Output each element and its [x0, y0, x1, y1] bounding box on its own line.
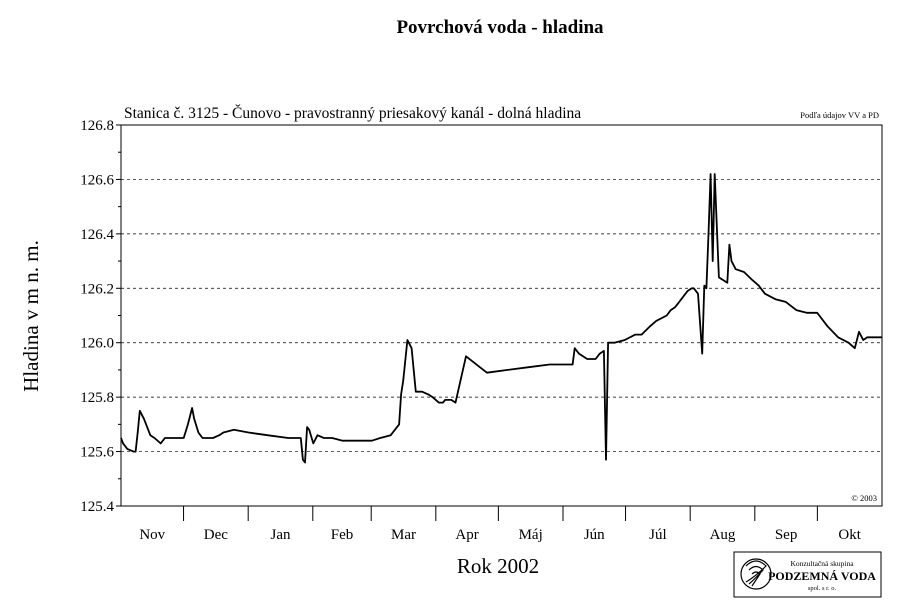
- logo-line-3: spol. s r. o.: [808, 585, 837, 592]
- x-axis-ticks: [183, 506, 818, 521]
- grid-lines: [121, 179, 882, 452]
- y-tick-label: 126.8: [80, 118, 114, 134]
- source-note: Podľa údajov VV a PD: [800, 110, 879, 120]
- x-tick-label: Nov: [139, 527, 165, 543]
- chart-subtitle: Stanica č. 3125 - Čunovo - pravostranný …: [124, 105, 581, 122]
- x-tick-label: Apr: [455, 527, 478, 543]
- x-tick-label: Mar: [391, 527, 416, 543]
- copyright-note: © 2003: [851, 493, 877, 503]
- x-axis-title: Rok 2002: [457, 554, 539, 578]
- y-axis-tick-labels: 125.4 125.6 125.8 126.0 126.2 126.4 126.6 126.8: [80, 118, 114, 515]
- plot-frame: [120, 124, 883, 507]
- x-tick-label: Dec: [204, 527, 228, 543]
- x-tick-label: Sep: [775, 527, 798, 543]
- logo-line-2: PODZEMNÁ VODA: [768, 569, 876, 583]
- x-tick-label: Júl: [649, 527, 667, 543]
- x-tick-label: Máj: [519, 527, 543, 543]
- x-tick-label: Feb: [331, 527, 354, 543]
- x-tick-label: Jún: [584, 527, 605, 543]
- chart-title: Povrchová voda - hladina: [396, 17, 604, 38]
- y-tick-label: 125.4: [80, 499, 114, 515]
- y-tick-label: 126.6: [80, 172, 114, 188]
- x-tick-label: Jan: [270, 527, 290, 543]
- company-logo: Konzultačná skupina PODZEMNÁ VODA spol. …: [733, 551, 882, 598]
- y-tick-label: 126.0: [80, 336, 114, 352]
- y-tick-label: 126.2: [80, 281, 114, 297]
- logo-line-1: Konzultačná skupina: [790, 559, 854, 568]
- x-tick-label: Okt: [838, 527, 861, 543]
- y-tick-label: 126.4: [80, 227, 114, 243]
- y-tick-label: 125.6: [80, 445, 114, 461]
- logo-emblem-icon: [740, 558, 772, 590]
- x-axis-month-labels: Nov Dec Jan Feb Mar Apr Máj Jún Júl Aug Sep Okt: [139, 527, 861, 543]
- y-axis-title: Hladina v m n. m.: [19, 240, 43, 392]
- y-axis-ticks: [116, 124, 121, 507]
- series-group: [120, 173, 882, 464]
- series-line-0: [120, 173, 882, 464]
- x-tick-label: Aug: [710, 527, 736, 543]
- y-tick-label: 125.8: [80, 390, 114, 406]
